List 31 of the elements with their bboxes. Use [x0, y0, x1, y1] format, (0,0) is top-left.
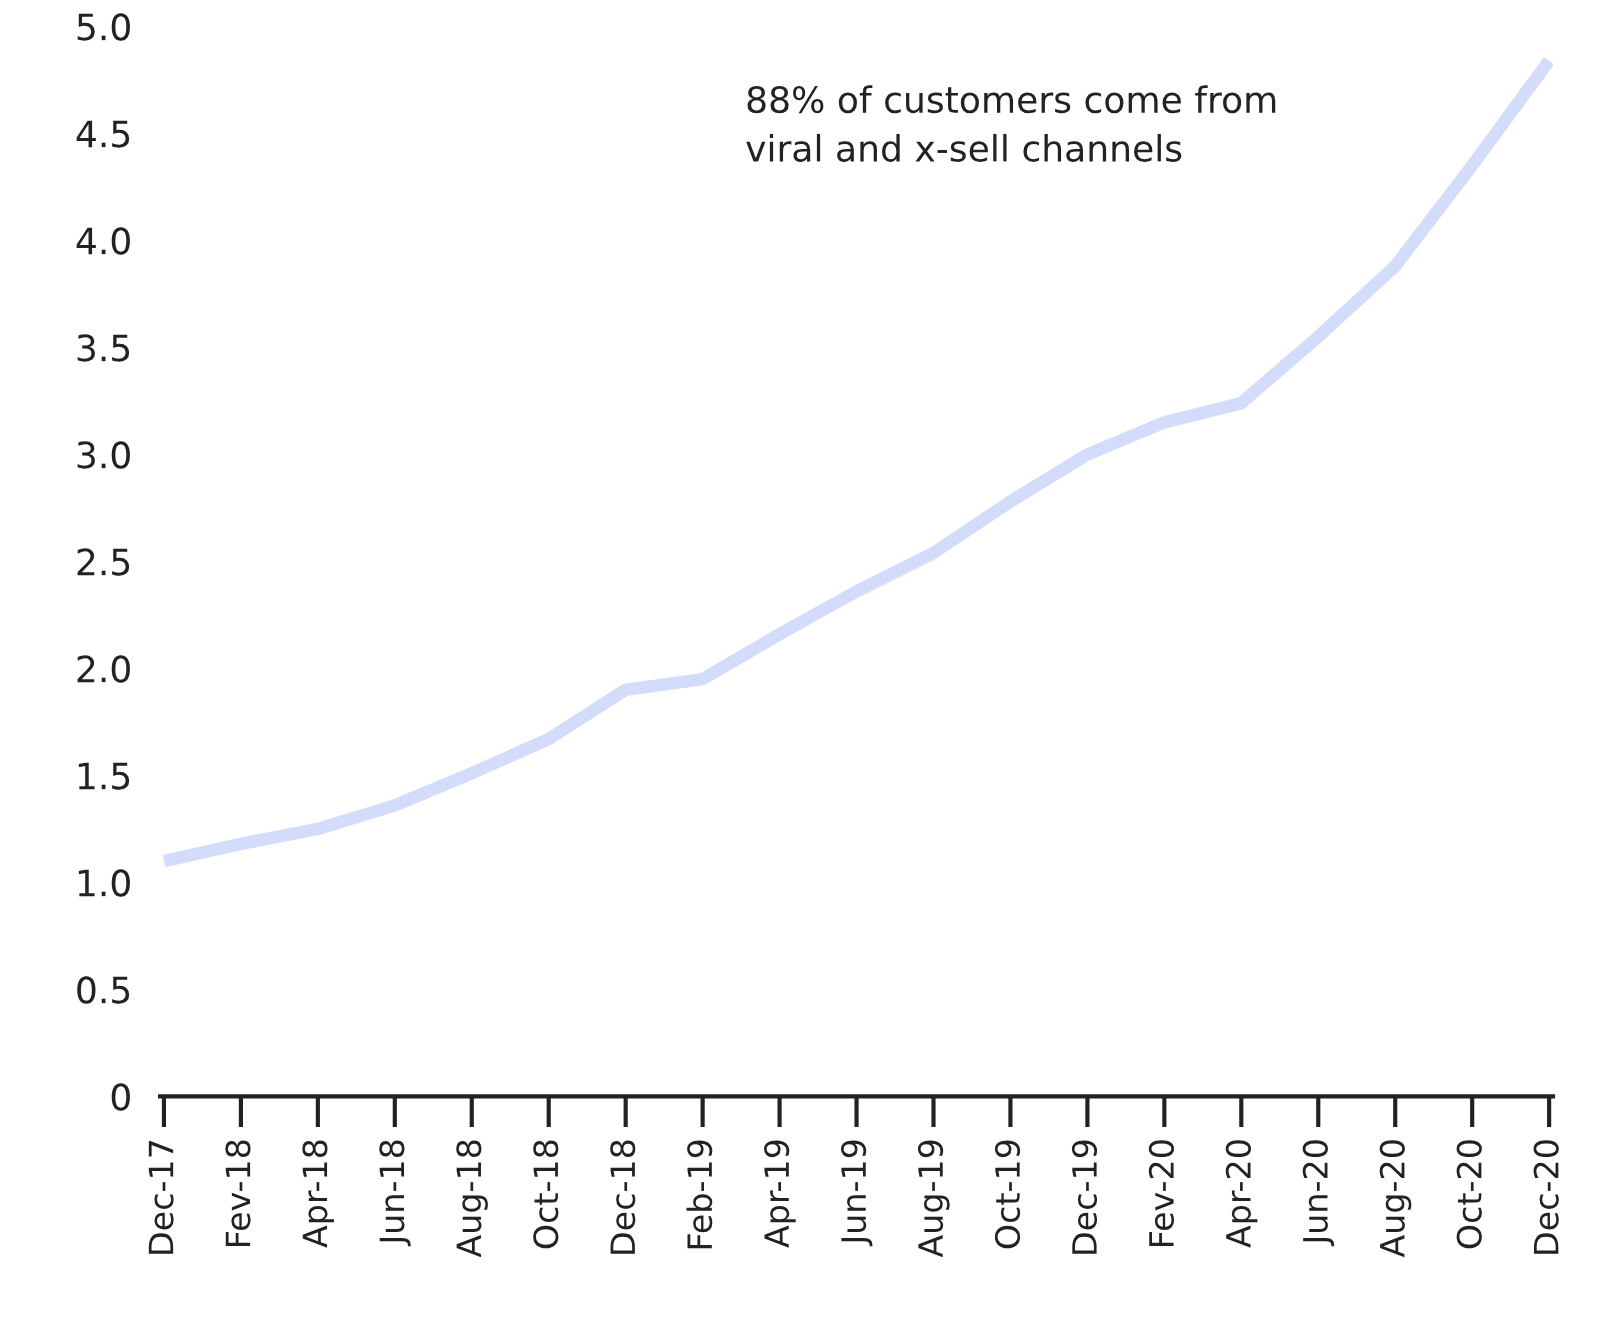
- x-tick-label: Aug-20: [1379, 1140, 1412, 1258]
- x-tick-label: Jun-19: [840, 1140, 873, 1247]
- x-tick-label: Oct-19: [994, 1140, 1021, 1249]
- y-tick-label: 0.5: [77, 976, 130, 1004]
- y-tick-label: 3.5: [77, 334, 130, 362]
- y-tick-label: 1.5: [78, 762, 130, 790]
- x-tick-label: Dec-19: [1071, 1140, 1098, 1254]
- x-tick-label: Dec-20: [1533, 1140, 1559, 1254]
- y-tick-label: 1.0: [78, 869, 130, 897]
- x-tick-label: Fev-18: [225, 1140, 251, 1246]
- y-tick-label: 4.0: [76, 227, 130, 255]
- y-tick-label: 2.0: [77, 655, 130, 683]
- x-tick-label: Apr-19: [764, 1140, 796, 1248]
- x-tick-label: Dec-17: [148, 1140, 174, 1254]
- y-tick-label: 5.0: [77, 13, 130, 41]
- x-tick-label: Apr-20: [1225, 1140, 1258, 1248]
- x-tick-label: Oct-20: [1456, 1140, 1482, 1249]
- x-tick-label: Aug-19: [917, 1140, 950, 1258]
- x-tick-label: Jun-20: [1302, 1140, 1335, 1247]
- y-tick-label: 3.0: [77, 441, 130, 469]
- x-tick-label: Fev-20: [1148, 1140, 1175, 1246]
- annotation: 88% of customers come from viral and x-sell channels: [746, 85, 1276, 162]
- x-tick-label: Jun-18: [379, 1140, 411, 1247]
- y-tick-label: 2.5: [77, 548, 130, 576]
- x-tick-label: Apr-18: [302, 1140, 334, 1248]
- y-tick-label: 0: [111, 1083, 130, 1111]
- y-tick-label: 4.5: [76, 120, 130, 148]
- x-tick-label: Dec-18: [610, 1140, 636, 1254]
- x-tick-label: Aug-18: [456, 1140, 488, 1258]
- x-tick-label: Oct-18: [533, 1140, 559, 1249]
- x-tick-label: Feb-19: [686, 1140, 713, 1249]
